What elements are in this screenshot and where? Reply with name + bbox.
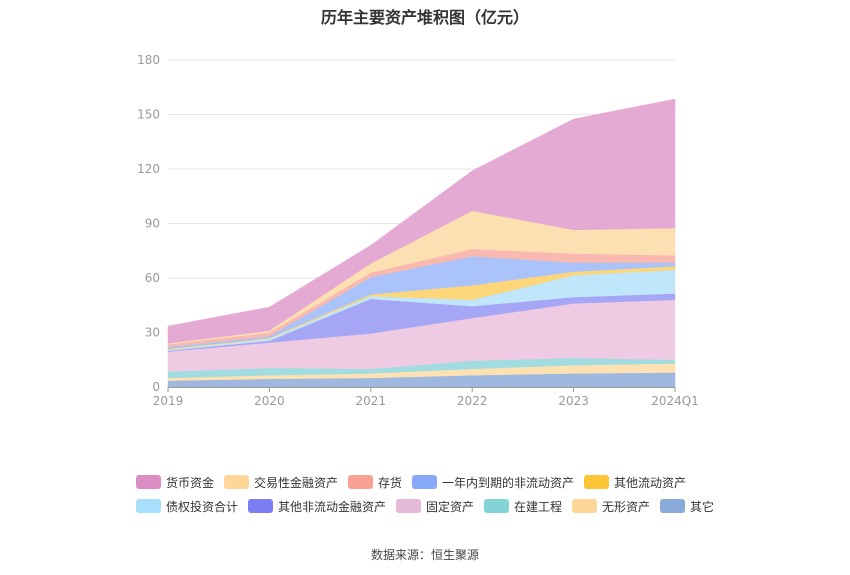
x-tick-label: 2019 [153,394,184,408]
legend-swatch [224,475,249,489]
legend-label: 交易性金融资产 [254,475,339,490]
axis-layer: 0 30 60 90 120 150 180 2019 2020 2021 2022 2023 2024… [137,53,699,408]
legend-item[interactable]: 存货 [348,474,402,490]
legend-item[interactable]: 无形资产 [572,498,650,514]
legend-item[interactable]: 其他非流动金融资产 [248,498,386,514]
legend-item[interactable]: 其它 [660,498,714,514]
legend-swatch [136,499,161,513]
legend-item[interactable]: 在建工程 [484,498,562,514]
y-tick-label: 180 [137,53,160,67]
y-tick-label: 120 [137,162,160,176]
legend-label: 其它 [690,499,715,514]
legend-label: 一年内到期的非流动资产 [442,475,575,490]
area-layer [167,98,676,388]
y-tick-label: 0 [152,380,160,394]
x-tick-label: 2021 [356,394,387,408]
legend-label: 无形资产 [602,499,651,514]
legend-swatch [248,499,273,513]
legend-swatch [584,475,609,489]
legend-item[interactable]: 固定资产 [396,498,474,514]
legend-swatch [396,499,421,513]
legend-label: 债权投资合计 [166,499,239,514]
legend-item[interactable]: 其他流动资产 [584,474,686,490]
legend-swatch [572,499,597,513]
legend-swatch [136,475,161,489]
area-series-10 [167,98,676,344]
legend-swatch [412,475,437,489]
x-tick-label: 2020 [254,394,285,408]
x-tick-label: 2024Q1 [651,394,699,408]
legend-item[interactable]: 交易性金融资产 [224,474,338,490]
legend-swatch [660,499,685,513]
legend-swatch [348,475,373,489]
legend-item[interactable]: 货币资金 [136,474,214,490]
legend-label: 在建工程 [514,499,563,514]
chart-title: 历年主要资产堆积图（亿元） [320,8,529,27]
y-tick-label: 90 [145,217,160,231]
x-tick-label: 2023 [558,394,589,408]
legend-label: 存货 [378,475,403,490]
y-tick-label: 30 [145,326,160,340]
y-tick-label: 60 [145,271,160,285]
legend-label: 其他流动资产 [614,475,687,490]
legend-item[interactable]: 一年内到期的非流动资产 [412,474,574,490]
legend-label: 货币资金 [166,475,215,490]
legend-item[interactable]: 债权投资合计 [136,498,238,514]
legend-label: 固定资产 [426,499,475,514]
y-tick-label: 150 [137,108,160,122]
legend-label: 其他非流动金融资产 [278,499,387,514]
legend-swatch [484,499,509,513]
data-source-note: 数据来源：恒生聚源 [370,548,479,562]
x-tick-label: 2022 [457,394,488,408]
